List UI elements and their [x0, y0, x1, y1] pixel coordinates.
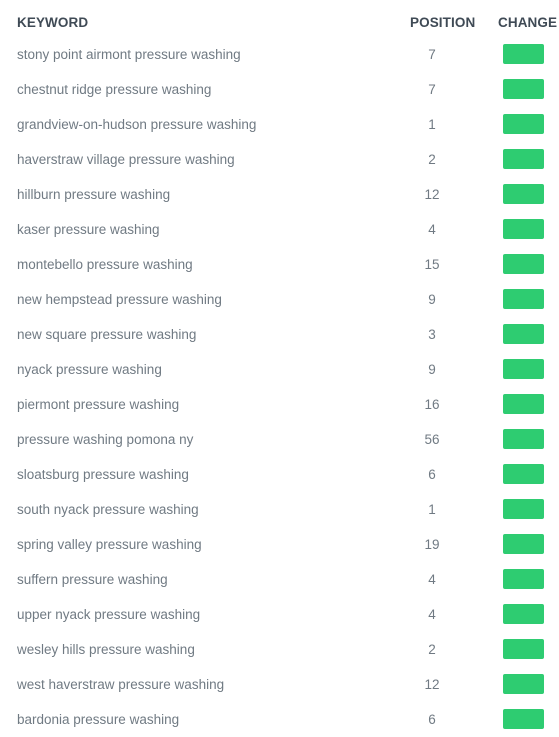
table-row[interactable]: sloatsburg pressure washing 6	[0, 457, 559, 492]
keyword-cell: grandview-on-hudson pressure washing	[17, 117, 257, 132]
position-cell: 16	[424, 397, 440, 412]
keyword-cell: bardonia pressure washing	[17, 712, 180, 727]
position-cell: 56	[424, 432, 440, 447]
change-indicator	[503, 464, 544, 484]
table-body: stony point airmont pressure washing 7 che…	[0, 37, 559, 737]
change-column-header[interactable]: CHANGE	[498, 15, 558, 30]
keyword-cell: new square pressure washing	[17, 327, 197, 342]
position-cell: 6	[428, 467, 436, 482]
keyword-cell: suffern pressure washing	[17, 572, 168, 587]
keyword-cell: montebello pressure washing	[17, 257, 193, 272]
change-indicator	[503, 184, 544, 204]
change-indicator	[503, 149, 544, 169]
change-indicator	[503, 429, 544, 449]
keyword-cell: hillburn pressure washing	[17, 187, 171, 202]
table-row[interactable]: grandview-on-hudson pressure washing 1	[0, 107, 559, 142]
position-cell: 12	[424, 187, 440, 202]
position-cell: 4	[428, 222, 436, 237]
change-indicator	[503, 534, 544, 554]
table-row[interactable]: chestnut ridge pressure washing 7	[0, 72, 559, 107]
position-cell: 15	[424, 257, 440, 272]
table-row[interactable]: upper nyack pressure washing 4	[0, 597, 559, 632]
change-indicator	[503, 219, 544, 239]
keyword-cell: spring valley pressure washing	[17, 537, 202, 552]
change-indicator	[503, 324, 544, 344]
position-cell: 4	[428, 607, 436, 622]
keyword-cell: wesley hills pressure washing	[17, 642, 195, 657]
change-indicator	[503, 254, 544, 274]
table-row[interactable]: west haverstraw pressure washing 12	[0, 667, 559, 702]
position-column-header[interactable]: POSITION	[410, 15, 476, 30]
keyword-cell: west haverstraw pressure washing	[17, 677, 225, 692]
table-row[interactable]: pressure washing pomona ny 56	[0, 422, 559, 457]
position-cell: 19	[424, 537, 440, 552]
change-indicator	[503, 359, 544, 379]
table-row[interactable]: new hempstead pressure washing 9	[0, 282, 559, 317]
keyword-cell: piermont pressure washing	[17, 397, 180, 412]
table-row[interactable]: montebello pressure washing 15	[0, 247, 559, 282]
change-indicator	[503, 79, 544, 99]
table-row[interactable]: piermont pressure washing 16	[0, 387, 559, 422]
position-cell: 3	[428, 327, 436, 342]
keyword-column-header[interactable]: KEYWORD	[17, 15, 89, 30]
keyword-cell: chestnut ridge pressure washing	[17, 82, 212, 97]
position-cell: 9	[428, 292, 436, 307]
change-indicator	[503, 569, 544, 589]
keyword-cell: pressure washing pomona ny	[17, 432, 194, 447]
table-header: KEYWORD POSITION CHANGE	[0, 0, 559, 40]
position-cell: 7	[428, 82, 436, 97]
change-indicator	[503, 604, 544, 624]
keyword-cell: nyack pressure washing	[17, 362, 162, 377]
keyword-cell: new hempstead pressure washing	[17, 292, 222, 307]
table-row[interactable]: stony point airmont pressure washing 7	[0, 37, 559, 72]
position-cell: 7	[428, 47, 436, 62]
keyword-cell: sloatsburg pressure washing	[17, 467, 189, 482]
position-cell: 6	[428, 712, 436, 727]
table-row[interactable]: new square pressure washing 3	[0, 317, 559, 352]
change-indicator	[503, 114, 544, 134]
table-row[interactable]: suffern pressure washing 4	[0, 562, 559, 597]
position-cell: 1	[428, 502, 436, 517]
change-indicator	[503, 289, 544, 309]
position-cell: 2	[428, 642, 436, 657]
table-row[interactable]: haverstraw village pressure washing 2	[0, 142, 559, 177]
change-indicator	[503, 44, 544, 64]
table-row[interactable]: south nyack pressure washing 1	[0, 492, 559, 527]
keyword-cell: south nyack pressure washing	[17, 502, 199, 517]
table-row[interactable]: bardonia pressure washing 6	[0, 702, 559, 737]
table-row[interactable]: nyack pressure washing 9	[0, 352, 559, 387]
keyword-cell: upper nyack pressure washing	[17, 607, 201, 622]
position-cell: 4	[428, 572, 436, 587]
table-row[interactable]: spring valley pressure washing 19	[0, 527, 559, 562]
change-indicator	[503, 674, 544, 694]
change-indicator	[503, 499, 544, 519]
table-row[interactable]: kaser pressure washing 4	[0, 212, 559, 247]
position-cell: 12	[424, 677, 440, 692]
keyword-cell: stony point airmont pressure washing	[17, 47, 241, 62]
table-row[interactable]: wesley hills pressure washing 2	[0, 632, 559, 667]
table-row[interactable]: hillburn pressure washing 12	[0, 177, 559, 212]
position-cell: 9	[428, 362, 436, 377]
position-cell: 2	[428, 152, 436, 167]
position-cell: 1	[428, 117, 436, 132]
change-indicator	[503, 394, 544, 414]
keyword-cell: kaser pressure washing	[17, 222, 160, 237]
keyword-cell: haverstraw village pressure washing	[17, 152, 235, 167]
change-indicator	[503, 709, 544, 729]
change-indicator	[503, 639, 544, 659]
